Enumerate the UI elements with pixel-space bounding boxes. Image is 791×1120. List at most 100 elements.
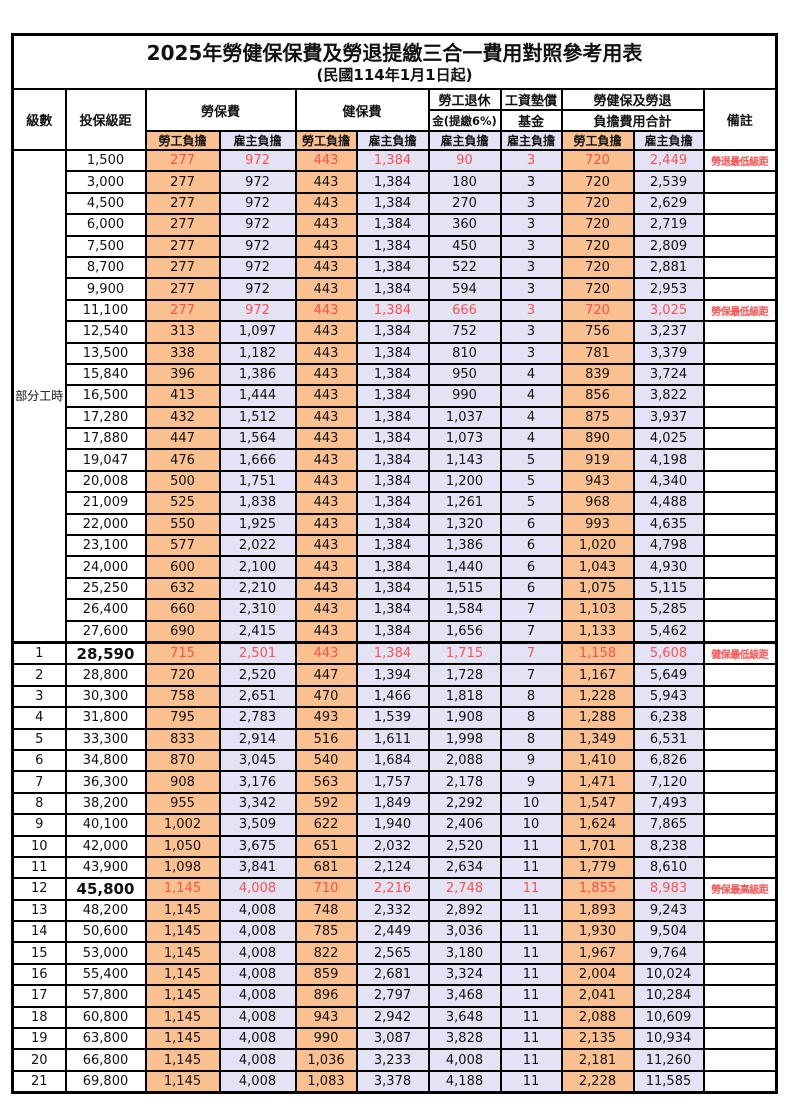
table-row: 12 45,800 1,145 4,008 710 2,216 2,748 11 1,855 8,…: [11, 877, 778, 901]
col-header-labor-fee: 勞保費: [144, 88, 297, 132]
pension-employer-cell: 666: [427, 298, 502, 323]
health-employee-cell: 943: [294, 1005, 358, 1030]
wage-fund-employer-cell: 3: [499, 234, 563, 258]
total-employer-cell: 10,024: [632, 962, 705, 987]
pension-employer-cell: 1,998: [427, 727, 502, 751]
bracket-cell: 21,009: [64, 491, 147, 515]
total-employee-cell: 781: [560, 341, 635, 365]
health-employee-cell: 1,036: [294, 1048, 358, 1072]
pension-employer-cell: 1,715: [427, 640, 502, 666]
total-employee-cell: 2,135: [560, 1026, 635, 1051]
labor-employee-cell: 1,145: [144, 1026, 221, 1051]
health-employee-cell: 443: [294, 298, 358, 323]
note-cell: [702, 1048, 778, 1072]
labor-employee-cell: 1,145: [144, 877, 221, 901]
labor-employer-cell: 2,100: [218, 555, 297, 579]
note-cell: [702, 920, 778, 944]
total-employee-cell: 875: [560, 405, 635, 430]
note-cell: [702, 362, 778, 387]
bracket-cell: 66,800: [64, 1048, 147, 1072]
health-employee-cell: 785: [294, 920, 358, 944]
wage-fund-employer-cell: 3: [499, 341, 563, 365]
health-employer-cell: 1,384: [355, 298, 430, 323]
bracket-cell: 7,500: [64, 234, 147, 258]
table-row: 5 33,300 833 2,914 516 1,611 1,998 8 1,349 6,531: [11, 727, 778, 751]
wage-fund-employer-cell: 5: [499, 491, 563, 515]
note-cell: [702, 1005, 778, 1030]
note-cell: [702, 534, 778, 558]
total-employee-cell: 968: [560, 491, 635, 515]
level-cell: 21: [11, 1069, 67, 1094]
health-employee-cell: 651: [294, 834, 358, 858]
subheader-labor-employee: 勞工負擔: [144, 130, 221, 151]
table-row: 18 60,800 1,145 4,008 943 2,942 3,648 11 2,088 10…: [11, 1005, 778, 1030]
wage-fund-employer-cell: 8: [499, 706, 563, 730]
labor-employer-cell: 3,509: [218, 813, 297, 837]
labor-employee-cell: 277: [144, 148, 221, 173]
bracket-cell: 28,590: [64, 640, 147, 666]
note-cell: [702, 791, 778, 816]
total-employer-cell: 6,531: [632, 727, 705, 751]
note-cell: [702, 748, 778, 773]
level-cell: 19: [11, 1026, 67, 1051]
wage-fund-employer-cell: 11: [499, 855, 563, 880]
pension-employer-cell: 2,088: [427, 748, 502, 773]
total-employee-cell: 890: [560, 427, 635, 451]
total-employee-cell: 720: [560, 148, 635, 173]
health-employer-cell: 1,384: [355, 469, 430, 494]
wage-fund-employer-cell: 4: [499, 405, 563, 430]
note-cell: [702, 512, 778, 537]
col-header-pension-line2: 金(提繳6%): [427, 109, 502, 132]
pension-employer-cell: 450: [427, 234, 502, 258]
health-employer-cell: 1,384: [355, 598, 430, 622]
table-header: 2025年勞健保保費及勞退提繳三合一費用對照參考用表 (民國114年1月1日起)…: [11, 33, 778, 151]
total-employer-cell: 8,238: [632, 834, 705, 858]
col-header-wage-fund-line1: 工資墊償: [499, 88, 563, 111]
total-employer-cell: 3,724: [632, 362, 705, 387]
total-employee-cell: 839: [560, 362, 635, 387]
total-employer-cell: 5,943: [632, 684, 705, 709]
page-subtitle: (民國114年1月1日起): [316, 66, 473, 85]
note-cell: 勞保最高級距: [702, 877, 778, 901]
pension-employer-cell: 1,818: [427, 684, 502, 709]
level-cell: 8: [11, 791, 67, 816]
table-row: 11,100 277 972 443 1,384 666 3 720 3,025 勞保最低級距: [13, 298, 778, 323]
bracket-cell: 42,000: [64, 834, 147, 858]
wage-fund-employer-cell: 11: [499, 1026, 563, 1051]
health-employer-cell: 1,384: [355, 255, 430, 280]
total-employee-cell: 993: [560, 512, 635, 537]
health-employer-cell: 1,384: [355, 576, 430, 601]
total-employer-cell: 9,764: [632, 941, 705, 965]
pension-employer-cell: 1,515: [427, 576, 502, 601]
health-employer-cell: 1,384: [355, 384, 430, 408]
health-employee-cell: 443: [294, 576, 358, 601]
part-time-cell: 部分工時: [11, 148, 67, 644]
bracket-cell: 43,900: [64, 855, 147, 880]
labor-employee-cell: 1,145: [144, 898, 221, 923]
pension-employer-cell: 2,406: [427, 813, 502, 837]
total-employee-cell: 720: [560, 277, 635, 301]
total-employee-cell: 919: [560, 448, 635, 472]
labor-employee-cell: 277: [144, 213, 221, 237]
labor-employer-cell: 4,008: [218, 1069, 297, 1094]
total-employee-cell: 720: [560, 213, 635, 237]
level-cell: 12: [11, 877, 67, 901]
pension-employer-cell: 360: [427, 213, 502, 237]
wage-fund-employer-cell: 3: [499, 298, 563, 323]
table-row: 9 40,100 1,002 3,509 622 1,940 2,406 10 1,624 7,8…: [11, 813, 778, 837]
health-employer-cell: 3,378: [355, 1069, 430, 1094]
health-employer-cell: 2,216: [355, 877, 430, 901]
table-row: 22,000 550 1,925 443 1,384 1,320 6 993 4,635: [13, 512, 778, 537]
health-employee-cell: 896: [294, 984, 358, 1008]
level-cell: 13: [11, 898, 67, 923]
pension-employer-cell: 3,468: [427, 984, 502, 1008]
bracket-cell: 23,100: [64, 534, 147, 558]
subheader-total-employee: 勞工負擔: [560, 130, 635, 151]
total-employer-cell: 10,609: [632, 1005, 705, 1030]
total-employee-cell: 1,547: [560, 791, 635, 816]
table-row: 9,900 277 972 443 1,384 594 3 720 2,953: [13, 277, 778, 301]
health-employer-cell: 1,384: [355, 320, 430, 344]
wage-fund-employer-cell: 11: [499, 941, 563, 965]
total-employer-cell: 2,881: [632, 255, 705, 280]
health-employee-cell: 443: [294, 148, 358, 173]
